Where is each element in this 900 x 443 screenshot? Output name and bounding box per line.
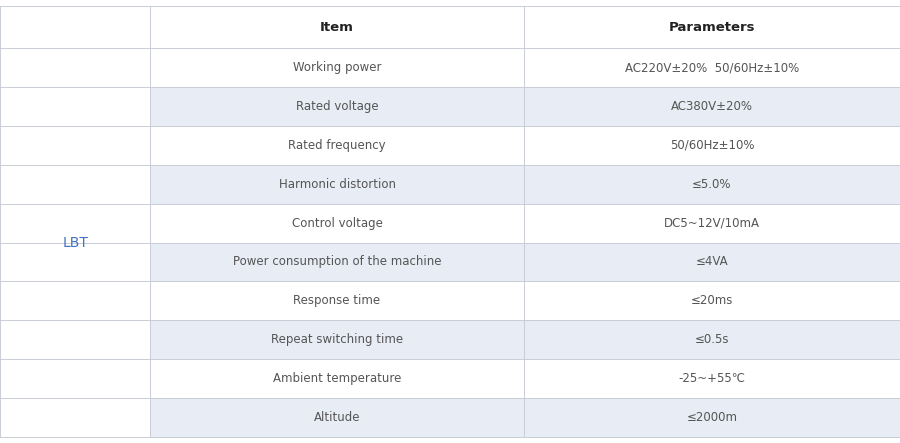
Text: Repeat switching time: Repeat switching time bbox=[271, 333, 403, 346]
Text: AC220V±20%  50/60Hz±10%: AC220V±20% 50/60Hz±10% bbox=[625, 61, 799, 74]
Text: Parameters: Parameters bbox=[669, 21, 755, 34]
Text: ≤20ms: ≤20ms bbox=[690, 294, 734, 307]
Text: -25~+55℃: -25~+55℃ bbox=[679, 372, 745, 385]
Bar bbox=[150, 281, 900, 320]
Bar bbox=[150, 87, 900, 126]
Text: ≤2000m: ≤2000m bbox=[687, 411, 737, 424]
Bar bbox=[150, 126, 900, 165]
Text: Working power: Working power bbox=[292, 61, 382, 74]
Text: 50/60Hz±10%: 50/60Hz±10% bbox=[670, 139, 754, 152]
Bar bbox=[150, 243, 900, 281]
Bar bbox=[150, 165, 900, 204]
Bar bbox=[150, 204, 900, 243]
Text: ≤0.5s: ≤0.5s bbox=[695, 333, 729, 346]
Text: ≤4VA: ≤4VA bbox=[696, 256, 728, 268]
Bar bbox=[150, 359, 900, 398]
Bar bbox=[150, 48, 900, 87]
Text: Harmonic distortion: Harmonic distortion bbox=[279, 178, 396, 191]
Text: Ambient temperature: Ambient temperature bbox=[273, 372, 401, 385]
Bar bbox=[150, 320, 900, 359]
Bar bbox=[150, 398, 900, 437]
Text: Control voltage: Control voltage bbox=[292, 217, 382, 229]
Text: LBT: LBT bbox=[62, 236, 88, 249]
Text: Altitude: Altitude bbox=[314, 411, 360, 424]
Text: Response time: Response time bbox=[293, 294, 381, 307]
Text: Item: Item bbox=[320, 21, 354, 34]
Text: AC380V±20%: AC380V±20% bbox=[670, 100, 753, 113]
Text: ≤5.0%: ≤5.0% bbox=[692, 178, 732, 191]
Text: DC5~12V/10mA: DC5~12V/10mA bbox=[664, 217, 760, 229]
Text: Rated frequency: Rated frequency bbox=[288, 139, 386, 152]
Text: Power consumption of the machine: Power consumption of the machine bbox=[233, 256, 441, 268]
Text: Rated voltage: Rated voltage bbox=[296, 100, 378, 113]
